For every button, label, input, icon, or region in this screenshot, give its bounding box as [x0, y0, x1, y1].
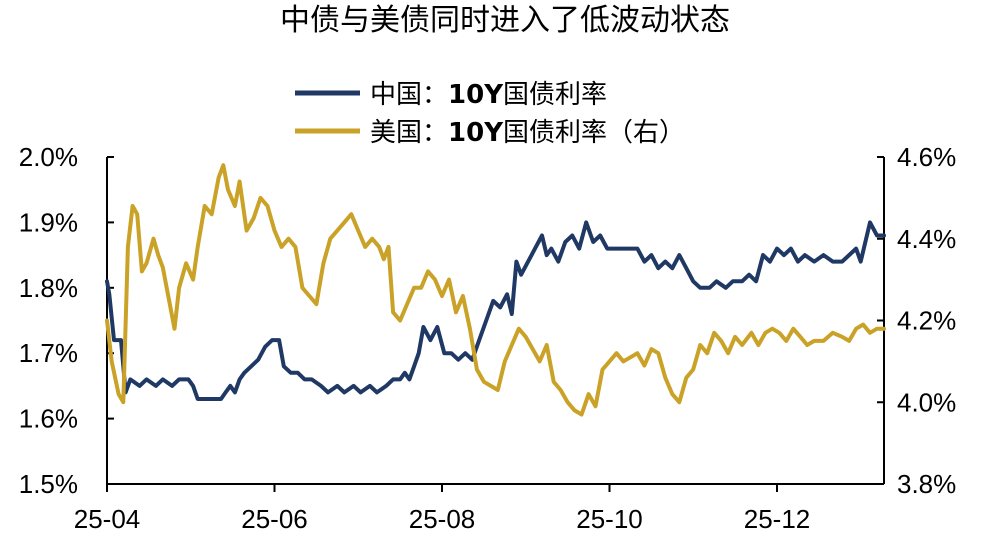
y-right-tick-label: 4.0%: [897, 387, 956, 417]
series-line-us: [105, 163, 886, 417]
legend-label-china: 中国：10Y国债利率: [370, 80, 607, 110]
legend: 中国：10Y国债利率 美国：10Y国债利率（右）: [295, 80, 685, 148]
legend-entry-china: 中国：10Y国债利率: [295, 80, 607, 110]
y-left-tick-label: 1.7%: [19, 338, 78, 368]
y-left-tick-label: 1.5%: [19, 469, 78, 499]
series-line-china: [105, 220, 886, 401]
y-right-tick-label: 4.2%: [897, 306, 956, 336]
x-tick-label: 25-10: [576, 504, 643, 534]
y-left-tick-label: 1.8%: [19, 273, 78, 303]
legend-label-china-bold: 10Y: [448, 80, 504, 110]
y-right-tick-label: 3.8%: [897, 469, 956, 499]
x-tick-label: 25-08: [409, 504, 476, 534]
plot-area: 1.5% 1.6% 1.7% 1.8% 1.9% 2.0% 3.8% 4.0% 4.2% 4.4%…: [19, 142, 957, 534]
x-tick-label: 25-06: [241, 504, 308, 534]
y-right-tick-label: 4.6%: [897, 142, 956, 172]
legend-label-us-bold: 10Y: [448, 118, 504, 148]
legend-label-us-suffix: 国债利率（右）: [503, 118, 685, 148]
chart-title: 中债与美债同时进入了低波动状态: [280, 3, 730, 38]
legend-label-china-suffix: 国债利率: [503, 80, 607, 110]
y-right-tick-label: 4.4%: [897, 224, 956, 254]
legend-label-china-prefix: 中国：: [370, 80, 448, 110]
y-left-tick-label: 1.9%: [19, 207, 78, 237]
y-left-tick-label: 1.6%: [19, 404, 78, 434]
x-tick-label: 25-04: [74, 504, 141, 534]
legend-label-us: 美国：10Y国债利率（右）: [370, 118, 685, 148]
legend-entry-us: 美国：10Y国债利率（右）: [295, 118, 685, 148]
y-left-tick-label: 2.0%: [19, 142, 78, 172]
legend-label-us-prefix: 美国：: [370, 118, 448, 148]
x-tick-label: 25-12: [744, 504, 811, 534]
